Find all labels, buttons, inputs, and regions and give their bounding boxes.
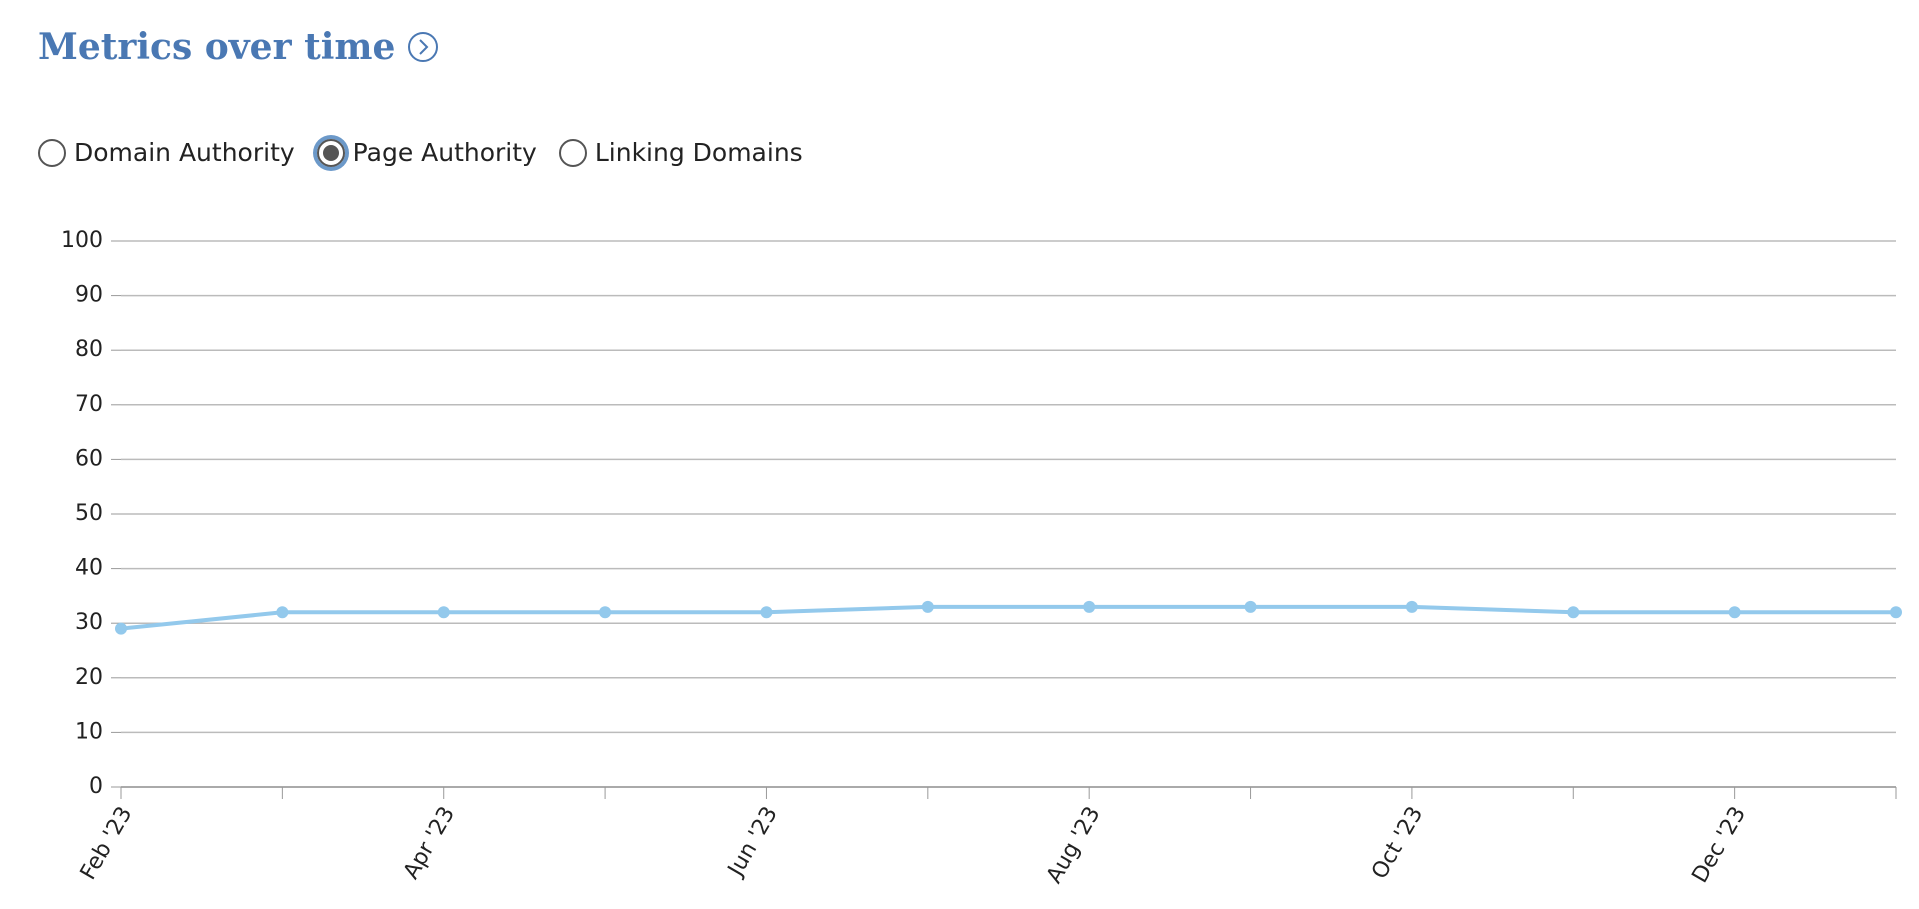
point (1567, 606, 1580, 619)
x-tick-label: Apr '23 (399, 803, 460, 884)
radio-option[interactable]: Linking Domains (558, 138, 803, 167)
point (1890, 606, 1902, 619)
point (115, 622, 127, 635)
x-tick-label: Dec '23 (1688, 803, 1751, 888)
point (1405, 600, 1418, 613)
radio-label: Domain Authority (74, 138, 295, 167)
y-tick-label: 100 (61, 228, 103, 253)
point (437, 606, 450, 619)
section-title: Metrics over time (38, 26, 396, 68)
radio-group: Domain Authority Page Authority Linking Do… (38, 138, 803, 167)
point (760, 606, 773, 619)
info-icon[interactable] (407, 31, 439, 63)
y-tick-label: 0 (89, 774, 103, 799)
radio-label: Linking Domains (594, 138, 803, 167)
radio-option[interactable]: Domain Authority (38, 138, 295, 167)
y-tick-label: 40 (75, 556, 103, 581)
x-tick-label: Oct '23 (1367, 803, 1428, 884)
radio-button[interactable] (38, 138, 66, 167)
y-tick-label: 90 (75, 283, 103, 308)
y-tick-label: 50 (75, 501, 103, 526)
y-tick-label: 60 (75, 446, 103, 471)
radio-button[interactable] (316, 138, 345, 167)
x-tick-label: Feb '23 (76, 803, 138, 885)
radio-label: Page Authority (352, 138, 537, 167)
y-tick-label: 80 (75, 337, 103, 362)
x-tick-label: Aug '23 (1042, 803, 1106, 888)
y-tick-label: 30 (75, 610, 103, 635)
radio-option[interactable]: Page Authority (316, 138, 537, 167)
section-header: Metrics over time (38, 26, 439, 68)
y-tick-label: 70 (75, 392, 103, 417)
point (921, 600, 934, 613)
y-tick-label: 10 (75, 719, 103, 744)
point (1083, 600, 1096, 613)
radio-button[interactable] (558, 138, 587, 167)
x-tick-label: Jun '23 (722, 803, 782, 883)
point (599, 606, 612, 619)
point (1728, 606, 1741, 619)
point (1244, 600, 1257, 613)
point (276, 606, 289, 619)
y-tick-label: 20 (75, 665, 103, 690)
line (120, 604, 1896, 631)
